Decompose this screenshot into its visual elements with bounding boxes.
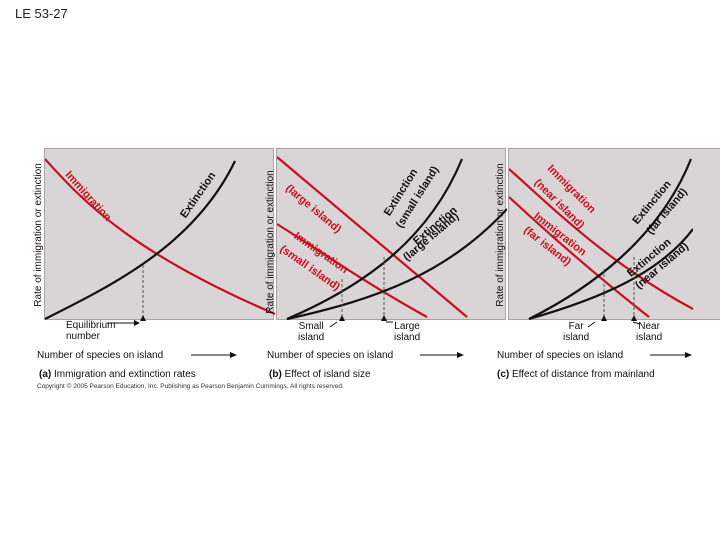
copyright-notice: Copyright © 2005 Pearson Education, Inc.… (37, 383, 344, 390)
extinction-curve-far (528, 158, 693, 320)
slide-label: LE 53-27 (15, 6, 68, 21)
caption-a: (a) Immigration and extinction rates (39, 369, 196, 380)
plot-b-svg (277, 156, 507, 321)
x-axis-label-a: Number of species on island (37, 350, 164, 361)
x-axis-label-b: Number of species on island (267, 350, 394, 361)
far-island-marker (601, 315, 607, 321)
extinction-curve-large (286, 208, 507, 321)
near-island-marker (631, 315, 637, 321)
immigration-curve-near (509, 168, 693, 310)
equilibrium-label: Equilibrium number (66, 320, 116, 342)
small-island-label: Small island (298, 321, 325, 343)
immigration-curve-large (277, 156, 468, 318)
large-island-marker (381, 315, 387, 321)
immigration-curve-small (277, 223, 428, 318)
equilibrium-marker (140, 315, 146, 321)
near-island-label: Near island (636, 321, 663, 343)
extinction-curve-small (286, 158, 464, 321)
plot-panel-c: Immigration (near island) Immigration (f… (508, 148, 720, 321)
plot-a-svg (45, 158, 275, 321)
plot-panel-b: (large island) Immigration (small island… (276, 148, 507, 321)
immigration-curve-far (509, 196, 650, 318)
plot-c-svg (509, 158, 693, 321)
y-axis-label-c: Rate of immigration or extinction (495, 163, 506, 307)
caption-b: (b) Effect of island size (269, 369, 371, 380)
small-island-marker (339, 315, 345, 321)
extinction-curve (45, 160, 236, 320)
immigration-curve (45, 158, 275, 316)
extinction-curve-near (528, 228, 693, 321)
plot-panel-a: Immigration Extinction (44, 148, 275, 321)
large-island-label: Large island (394, 321, 421, 343)
caption-c: (c) Effect of distance from mainland (497, 369, 655, 380)
far-island-label: Far island (563, 321, 590, 343)
x-axis-label-c: Number of species on island (497, 350, 624, 361)
